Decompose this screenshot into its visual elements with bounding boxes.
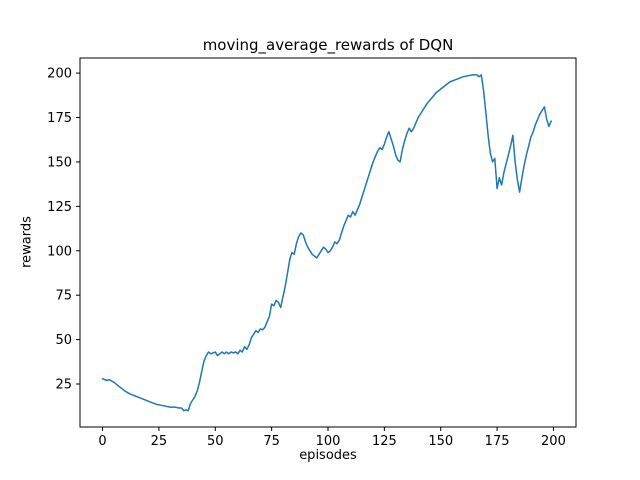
y-tick-label: 100 bbox=[47, 244, 72, 259]
x-tick-label: 175 bbox=[485, 434, 510, 449]
y-tick-label: 125 bbox=[47, 200, 72, 215]
y-tick-label: 25 bbox=[55, 378, 72, 393]
reward-line bbox=[101, 74, 552, 412]
x-axis-label: episodes bbox=[299, 448, 357, 463]
x-tick-label: 0 bbox=[98, 434, 106, 449]
y-tick-label: 75 bbox=[55, 289, 72, 304]
y-tick-label: 150 bbox=[47, 155, 72, 170]
x-tick-label: 25 bbox=[151, 434, 168, 449]
y-tick-label: 50 bbox=[55, 333, 72, 348]
y-tick-label: 200 bbox=[47, 67, 72, 82]
x-tick-label: 125 bbox=[372, 434, 397, 449]
y-tick-label: 175 bbox=[47, 111, 72, 126]
x-tick-label: 50 bbox=[207, 434, 224, 449]
x-tick-label: 150 bbox=[428, 434, 453, 449]
axes-frame bbox=[79, 57, 577, 428]
x-tick-label: 100 bbox=[316, 434, 341, 449]
x-tick-label: 75 bbox=[263, 434, 280, 449]
chart-title: moving_average_rewards of DQN bbox=[202, 36, 454, 54]
x-tick-label: 200 bbox=[541, 434, 566, 449]
